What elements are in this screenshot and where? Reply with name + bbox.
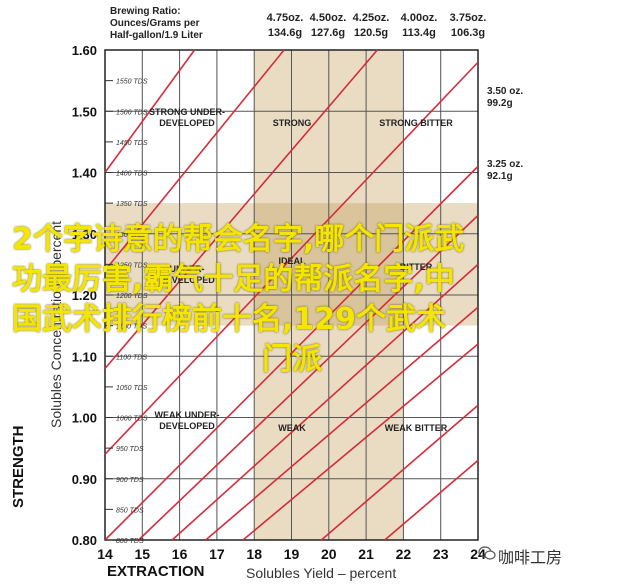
tds-tick-label-11: 1000 TDS — [116, 416, 148, 423]
tds-tick-label-13: 900 TDS — [116, 477, 144, 484]
tds-tick-label-12: 950 TDS — [116, 446, 144, 453]
tds-tick-label-6: 1250 TDS — [116, 262, 148, 269]
zone-strong: STRONG — [272, 118, 312, 128]
overlay-line-1: 2个字诗意的帮会名字,哪个门派武 — [12, 222, 465, 257]
ratio-line-7 — [104, 49, 285, 272]
tds-tick-label-4: 1350 TDS — [116, 201, 148, 208]
y-tick-label-3: 1.10 — [72, 349, 97, 364]
zone-weak-underdeveloped: WEAK UNDER-DEVELOPED — [154, 410, 220, 431]
y-tick-label-7: 1.50 — [72, 104, 97, 119]
header-brewing-ratio: Brewing Ratio: — [110, 6, 181, 17]
ratio-oz-3: 4.25oz. — [352, 12, 390, 24]
ratio-g-1: 134.6g — [267, 27, 303, 39]
ratio-g-7: 92.1g — [487, 171, 513, 182]
zone-bitter: BITTER — [399, 262, 433, 272]
y-tick-label-4: 1.20 — [72, 288, 97, 303]
ratio-line-9 — [320, 404, 479, 541]
ratio-line-5 — [104, 61, 479, 455]
ratio-oz-6: 3.50 oz. — [487, 86, 524, 97]
tds-tick-label-15: 800 TDS — [116, 538, 144, 545]
ratio-line-3 — [138, 214, 479, 541]
x-tick-label-6: 20 — [321, 546, 337, 562]
wechat-icon — [478, 546, 496, 560]
ratio-line-6 — [104, 49, 378, 370]
x-tick-label-2: 16 — [172, 546, 188, 562]
ratio-oz-4: 4.00oz. — [400, 12, 438, 24]
overlay-line-4: 门派 — [262, 342, 322, 377]
y-tick-label-8: 1.60 — [72, 43, 97, 58]
y-tick-label-2: 1.00 — [72, 411, 97, 426]
x-tick-label-3: 17 — [209, 546, 225, 562]
tds-tick-label-0: 1550 TDS — [116, 79, 148, 86]
ratio-oz-2: 4.50oz. — [309, 12, 347, 24]
tds-tick-label-7: 1200 TDS — [116, 293, 148, 300]
x-tick-label-8: 22 — [396, 546, 412, 562]
tds-tick-label-5: 1300 TDS — [116, 232, 148, 239]
ratio-lines — [104, 49, 479, 541]
zone-strong-underdeveloped: STRONG UNDER-DEVELOPED — [149, 107, 225, 128]
tds-ticks: 1550 TDS 1500 TDS 1450 TDS 1400 TDS 1350 TDS… — [105, 79, 148, 545]
zone-underdeveloped: UNDER-DEVELOPED — [159, 264, 215, 285]
zone-ideal: IDEAL — [278, 256, 306, 266]
tds-tick-label-3: 1400 TDS — [116, 171, 148, 178]
tds-tick-label-14: 850 TDS — [116, 507, 144, 514]
tds-tick-label-2: 1450 TDS — [116, 140, 148, 147]
overlay-caption: 2个字诗意的帮会名字,哪个门派武 功最厉害,霸气十足的帮派名字,中 国武术排行榜… — [12, 220, 612, 380]
zone-weak: WEAK — [278, 423, 306, 433]
y-tick-label-6: 1.40 — [72, 166, 97, 181]
x-tick-label-10: 24 — [470, 546, 486, 562]
tds-tick-label-1: 1500 TDS — [116, 109, 148, 116]
header-volume: Half-gallon/1.9 Liter — [110, 30, 203, 41]
ratio-oz-1: 4.75oz. — [266, 12, 304, 24]
ratio-oz-5: 3.75oz. — [449, 12, 487, 24]
x-tick-label-0: 14 — [97, 546, 113, 562]
header-ounces-grams: Ounces/Grams per — [110, 18, 200, 29]
y-tick-label-1: 0.90 — [72, 472, 97, 487]
ratio-g-3: 120.5g — [353, 27, 389, 39]
ratio-line-4 — [104, 165, 479, 541]
zone-weak-bitter: WEAK BITTER — [384, 423, 448, 433]
y-tick-label-5: 1.30 — [72, 227, 97, 242]
x-tick-label-5: 19 — [284, 546, 300, 562]
x-axis-title-sub: Solubles Yield – percent — [246, 565, 397, 581]
ratio-oz-7: 3.25 oz. — [487, 159, 524, 170]
zone-strong-bitter: STRONG BITTER — [379, 118, 453, 128]
ratio-line-0 — [242, 343, 479, 541]
x-tick-label-9: 23 — [433, 546, 449, 562]
overlay-line-2: 功最厉害,霸气十足的帮派名字,中 — [12, 262, 455, 297]
ratio-line-1 — [205, 306, 479, 541]
ratio-g-2: 127.6g — [310, 27, 346, 39]
grid-lines — [104, 49, 479, 541]
ratio-g-4: 113.4g — [402, 27, 436, 39]
x-tick-label-4: 18 — [246, 546, 262, 562]
x-ticks: 14 15 16 17 18 19 20 21 22 23 24 — [97, 546, 486, 562]
y-ticks: 0.80 0.90 1.00 1.10 1.20 1.30 1.40 1.50 1.60 — [72, 43, 97, 548]
ratio-line-10 — [384, 459, 479, 541]
x-axis-title-bold: EXTRACTION — [107, 563, 205, 580]
ratio-g-6: 99.2g — [487, 98, 513, 109]
watermark-text: 咖啡工房 — [498, 550, 563, 567]
ratio-g-5: 106.3g — [450, 27, 486, 39]
tds-tick-label-10: 1050 TDS — [116, 385, 148, 392]
x-tick-label-1: 15 — [135, 546, 151, 562]
ratio-line-2 — [171, 263, 479, 541]
ratio-line-8 — [104, 49, 196, 173]
x-tick-label-7: 21 — [358, 546, 374, 562]
y-axis-title-bold: STRENGTH — [10, 425, 27, 509]
tds-tick-label-9: 1100 TDS — [116, 354, 147, 361]
y-tick-label-0: 0.80 — [72, 533, 97, 548]
overlay-line-3: 国武术排行榜前十名,129个武术 — [12, 302, 447, 337]
tds-tick-label-8: 1150 TDS — [116, 324, 147, 331]
